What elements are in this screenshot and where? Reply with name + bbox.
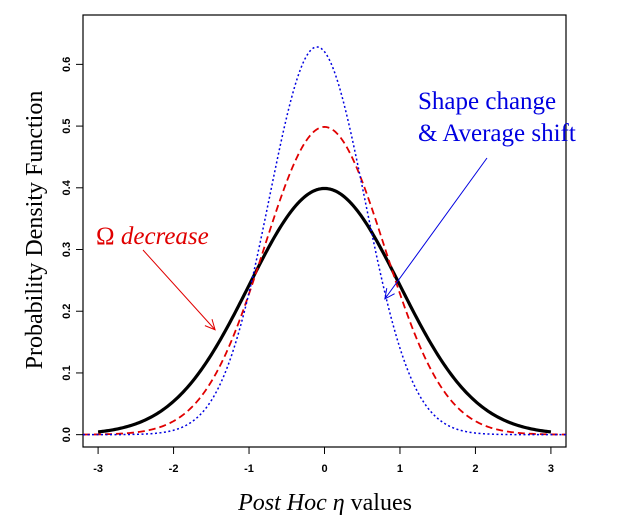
y-tick-label: 0.4 [61,179,73,195]
y-tick-label: 0.6 [61,57,73,72]
annotation-layer: Ω decrease Shape change & Average shift [96,88,576,331]
series-layer [82,46,567,436]
omega-annotation-text: decrease [121,223,209,250]
y-tick-label: 0.3 [61,242,73,257]
x-tick-label: 1 [397,463,403,475]
x-tick-label: -1 [244,463,254,475]
shape-change-arrow [384,157,488,300]
omega-symbol: Ω [96,223,115,250]
shape-shift-curve [83,46,566,436]
x-tick-label: -3 [93,463,103,475]
x-axis: -3 -2 -1 0 1 2 3 [93,446,554,475]
y-tick-label: 0.5 [61,118,73,133]
x-tick-label: -2 [169,463,179,475]
y-tick-label: 0.0 [61,427,73,442]
x-axis-title-italic: Post Hoc η [237,490,345,516]
shape-change-annotation-line2: & Average shift [418,120,576,147]
x-tick-label: 0 [321,463,327,475]
y-tick-label: 0.2 [61,304,73,319]
x-tick-label: 3 [548,463,554,475]
x-tick-label: 2 [472,463,478,475]
omega-arrow [142,249,216,331]
omega-arrow-head [204,319,216,331]
omega-annotation: Ω decrease [96,223,209,250]
x-axis-title-text: values [351,490,412,516]
y-axis-title: Probability Density Function [22,91,48,370]
x-axis-title: Post Hoc η values [237,490,412,516]
omega-decrease-curve [82,126,567,436]
shape-change-annotation-line1: Shape change [418,88,556,115]
shape-change-arrow-head [384,288,395,300]
reference-curve [97,186,552,434]
y-tick-label: 0.1 [61,365,73,380]
y-axis: 0.0 0.1 0.2 0.3 0.4 0.5 0.6 [61,57,84,442]
